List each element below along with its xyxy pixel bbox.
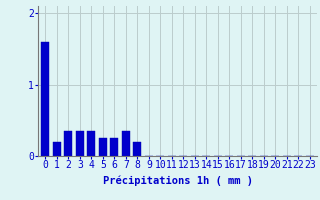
Bar xyxy=(133,142,141,156)
Bar xyxy=(122,131,130,156)
Bar xyxy=(99,138,107,156)
Bar xyxy=(87,131,95,156)
Bar xyxy=(53,142,61,156)
Bar xyxy=(41,42,49,156)
Bar xyxy=(64,131,72,156)
Bar xyxy=(110,138,118,156)
Bar xyxy=(76,131,84,156)
X-axis label: Précipitations 1h ( mm ): Précipitations 1h ( mm ) xyxy=(103,176,252,186)
